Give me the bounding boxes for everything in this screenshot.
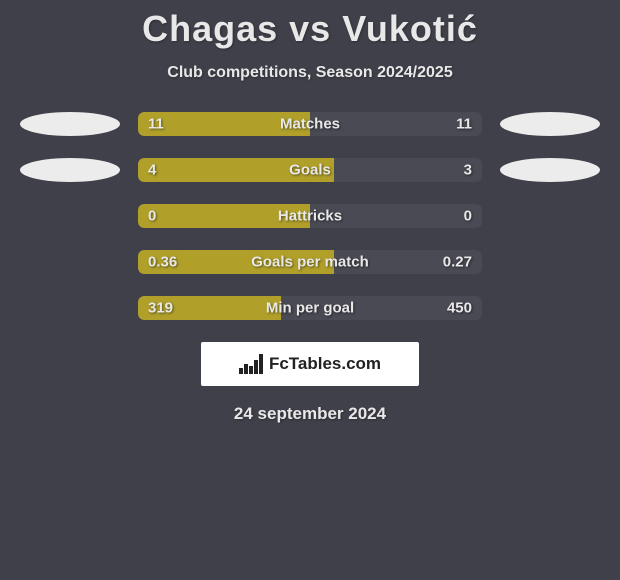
stat-label: Hattricks xyxy=(278,208,342,225)
left-team-badge xyxy=(20,112,120,136)
bar-chart-icon xyxy=(239,354,263,374)
stat-left-value: 0 xyxy=(148,208,156,225)
date-text: 24 september 2024 xyxy=(0,404,620,424)
stat-label: Goals xyxy=(289,162,331,179)
stat-left-value: 4 xyxy=(148,162,156,179)
badge-spacer xyxy=(20,204,120,228)
brand-banner[interactable]: FcTables.com xyxy=(201,342,419,386)
stat-row-goals: 4 Goals 3 xyxy=(0,158,620,182)
stat-bar: 0.36 Goals per match 0.27 xyxy=(138,250,482,274)
stat-label: Min per goal xyxy=(266,300,354,317)
stat-bar: 4 Goals 3 xyxy=(138,158,482,182)
stat-bar: 0 Hattricks 0 xyxy=(138,204,482,228)
stat-label: Matches xyxy=(280,116,340,133)
stat-right-value: 0.27 xyxy=(443,254,472,271)
page-title: Chagas vs Vukotić xyxy=(0,0,620,50)
badge-spacer xyxy=(500,250,600,274)
badge-spacer xyxy=(500,296,600,320)
stat-row-gpm: 0.36 Goals per match 0.27 xyxy=(0,250,620,274)
stat-row-matches: 11 Matches 11 xyxy=(0,112,620,136)
stat-left-value: 11 xyxy=(148,116,164,133)
stat-bar: 319 Min per goal 450 xyxy=(138,296,482,320)
brand-text: FcTables.com xyxy=(269,354,381,374)
right-team-badge xyxy=(500,112,600,136)
left-team-badge xyxy=(20,158,120,182)
stat-left-value: 0.36 xyxy=(148,254,177,271)
stat-right-value: 0 xyxy=(464,208,472,225)
stat-label: Goals per match xyxy=(251,254,369,271)
subtitle: Club competitions, Season 2024/2025 xyxy=(0,64,620,82)
stat-right-value: 11 xyxy=(456,116,472,133)
stat-row-mpg: 319 Min per goal 450 xyxy=(0,296,620,320)
stat-bar: 11 Matches 11 xyxy=(138,112,482,136)
stat-left-value: 319 xyxy=(148,300,173,317)
badge-spacer xyxy=(20,296,120,320)
stats-container: 11 Matches 11 4 Goals 3 0 Hattricks 0 xyxy=(0,112,620,320)
right-team-badge xyxy=(500,158,600,182)
badge-spacer xyxy=(20,250,120,274)
bar-right-fill xyxy=(334,158,482,182)
stat-row-hattricks: 0 Hattricks 0 xyxy=(0,204,620,228)
stat-right-value: 450 xyxy=(447,300,472,317)
stat-right-value: 3 xyxy=(464,162,472,179)
badge-spacer xyxy=(500,204,600,228)
